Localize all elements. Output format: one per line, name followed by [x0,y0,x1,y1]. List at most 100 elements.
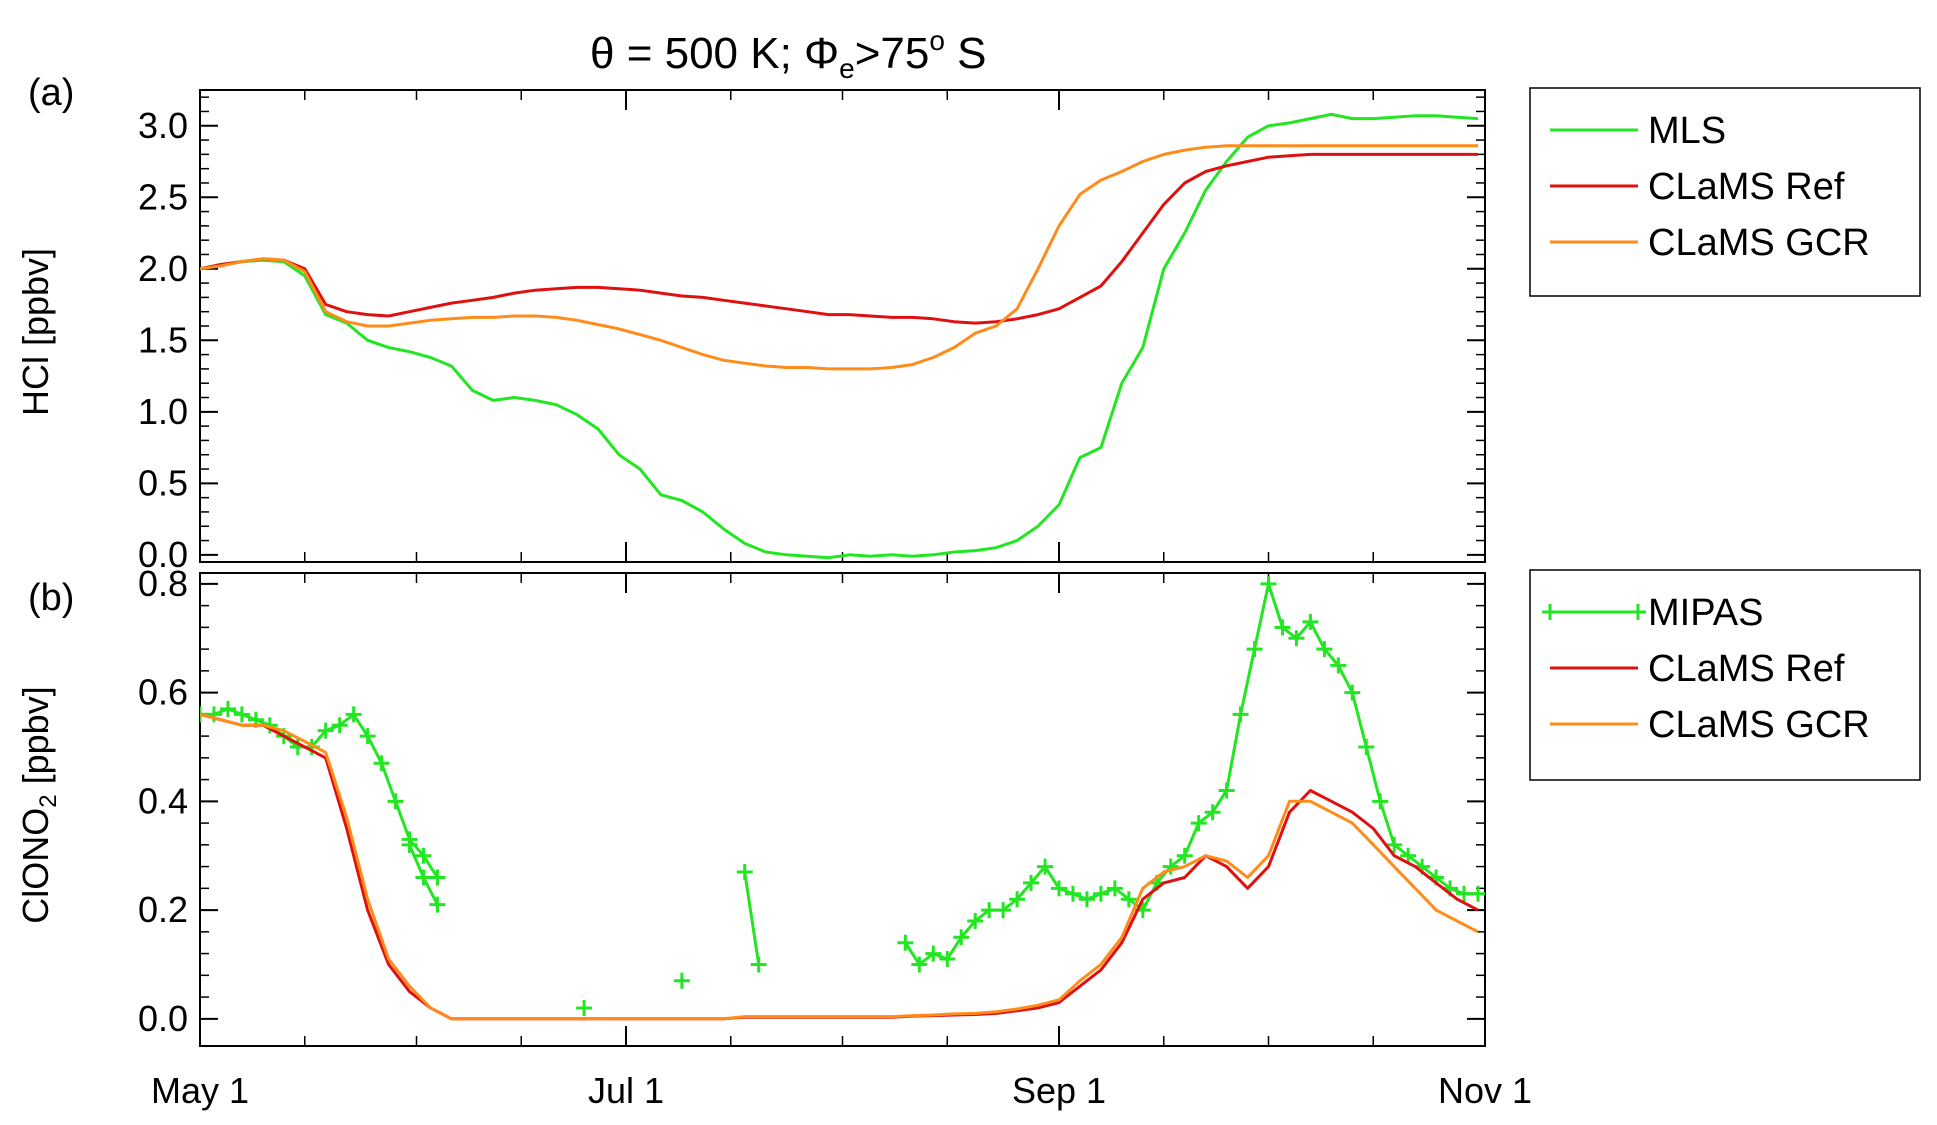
ytick-label: 1.5 [138,319,188,360]
series-marker-mipas [1260,575,1277,592]
series-marker-mipas [1400,847,1417,864]
series-marker-mipas [1372,793,1389,810]
series-marker-mipas [1288,630,1305,647]
series-marker-mipas [939,951,956,968]
legend-label: MLS [1648,110,1726,152]
series-marker-mipas [1232,706,1249,723]
series-marker-mipas [219,700,236,717]
panel-a-ylabel: HCl [ppbv] [15,248,56,416]
panel-a: (a) 0.0 0.5 1.0 1.5 2.0 2.5 3.0 HCl [ppbv] MLS… [15,72,1921,575]
legend-marker [1630,604,1646,620]
ytick-label: 2.0 [138,248,188,289]
series-marker-mipas [897,934,914,951]
panel-b-ylabel-unit: [ppbv] [15,686,56,794]
panel-b-legend: MIPAS CLaMS Ref CLaMS GCR [1529,569,1921,781]
panel-b-ylabel-main: ClONO [15,808,56,924]
series-marker-mipas [967,912,984,929]
series-marker-mipas [401,836,418,853]
series-marker-mipas [1092,885,1109,902]
panel-b-ylabel-sub: 2 [35,794,62,807]
series-marker-mipas [995,902,1012,919]
series-marker-mipas [1120,891,1137,908]
series-marker-mipas [576,999,593,1016]
series-marker-mipas [1190,815,1207,832]
series-line-mls [200,112,1479,560]
series-marker-mipas [387,793,404,810]
legend-label: CLaMS GCR [1648,704,1870,746]
legend-label: CLaMS GCR [1648,222,1870,264]
series-marker-mipas [1246,641,1263,658]
panel-a-axes: 0.0 0.5 1.0 1.5 2.0 2.5 3.0 [138,90,1486,575]
series-line-clams-ref [200,712,1479,1021]
chart-title: θ = 500 K; Φe>75o S [590,25,987,84]
series-marker-mipas [736,864,753,881]
series-marker-mipas [1176,847,1193,864]
ytick-label: 0.0 [138,534,188,575]
series-marker-mipas [415,869,432,886]
panel-b-axes: 0.0 0.2 0.4 0.6 0.8 [138,563,1486,1046]
legend-box [1529,569,1921,781]
series-marker-mipas [359,728,376,745]
series-marker-mipas [750,956,767,973]
title-prefix: θ = 500 K; Φ [590,29,839,78]
series-marker-mipas [1078,891,1095,908]
xtick-label: Nov 1 [1438,1070,1532,1111]
series-marker-mipas [331,717,348,734]
ytick-label: 0.2 [138,889,188,930]
title-phi-sub: e [839,53,855,84]
series-marker-mipas [953,929,970,946]
ytick-label: 0.6 [138,672,188,713]
ytick-label: 1.0 [138,391,188,432]
series-marker-mipas [1344,684,1361,701]
series-marker-mipas [345,706,362,723]
series-marker-mipas [373,755,390,772]
series-marker-mipas [205,706,222,723]
panel-b-tag: (b) [28,577,74,619]
legend-label: MIPAS [1648,592,1763,634]
series-marker-mipas [1037,858,1054,875]
xtick-label: May 1 [151,1070,249,1111]
series-marker-mipas [1009,891,1026,908]
xtick-label: Sep 1 [1012,1070,1106,1111]
ytick-label: 0.4 [138,780,188,821]
series-marker-mipas [981,902,998,919]
series-marker-mipas [429,869,446,886]
series-marker-mipas [1316,641,1333,658]
panel-a-series [200,112,1479,560]
series-line-mipas [904,582,1478,966]
series-marker-mipas [1386,836,1403,853]
series-marker-mipas [1302,613,1319,630]
series-marker-mipas [925,945,942,962]
series-marker-mipas [673,972,690,989]
title-mid: >75 [855,29,930,78]
series-marker-mipas [1274,619,1291,636]
series-marker-mipas [1358,738,1375,755]
panel-b: (b) 0.0 0.2 0.4 0.6 0.8 ClONO2 [ppbv] MIPAS C… [15,563,1921,1047]
series-line-clams-gcr [200,712,1479,1021]
series-line-clams-ref [200,152,1478,325]
ytick-label: 0.8 [138,563,188,604]
series-marker-mipas [415,847,432,864]
x-axis-labels: May 1 Jul 1 Sep 1 Nov 1 [151,1070,1532,1111]
series-marker-mipas [1106,880,1123,897]
series-marker-mipas [429,896,446,913]
ytick-label: 3.0 [138,105,188,146]
ytick-label: 2.5 [138,176,188,217]
series-line-mipas [200,707,439,879]
series-marker-mipas [911,956,928,973]
series-marker-mipas [1218,782,1235,799]
legend-label: CLaMS Ref [1648,166,1845,208]
series-marker-mipas [1456,885,1473,902]
series-marker-mipas [233,706,250,723]
series-marker-mipas [1204,804,1221,821]
series-marker-mipas [1330,657,1347,674]
xtick-label: Jul 1 [588,1070,664,1111]
legend-marker [1542,604,1558,620]
title-suffix: S [945,29,987,78]
series-marker-mipas [1162,858,1179,875]
panel-b-ylabel: ClONO2 [ppbv] [15,686,62,923]
ytick-label: 0.0 [138,998,188,1039]
series-marker-mipas [1050,880,1067,897]
series-line-clams-gcr [200,144,1478,371]
